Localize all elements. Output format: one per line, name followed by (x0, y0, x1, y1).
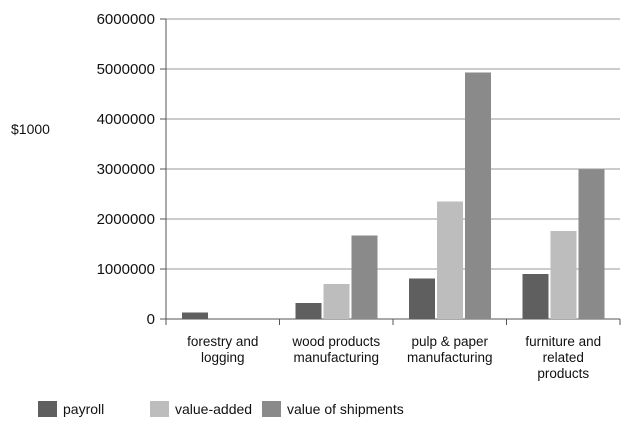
x-tick-label: products (537, 366, 589, 381)
bar-payroll (295, 303, 322, 319)
x-tick-label: manufacturing (293, 350, 379, 365)
x-tick-label: pulp & paper (411, 334, 488, 349)
legend-label: value of shipments (287, 401, 404, 417)
x-tick-label: wood products (291, 334, 380, 349)
y-tick-label: 0 (147, 311, 155, 328)
x-tick-label: logging (201, 350, 245, 365)
y-tick-label: 2000000 (97, 211, 155, 228)
gridlines (166, 18, 620, 270)
bar-value-added (323, 284, 350, 319)
legend-swatch (262, 401, 281, 417)
y-axis-label: $1000 (11, 121, 50, 137)
y-tick-label: 5000000 (97, 61, 155, 78)
bar-value-added (550, 231, 577, 319)
legend-swatch (150, 401, 169, 417)
y-tick-labels: 0 1000000 2000000 3000000 4000000 5000000 6000… (97, 11, 155, 328)
legend: payroll value-added value of shipments (38, 401, 404, 417)
y-tick-label: 4000000 (97, 111, 155, 128)
bar-value-of-shipments (465, 72, 491, 319)
legend-label: value-added (175, 401, 252, 417)
x-tick-label: manufacturing (407, 350, 493, 365)
y-tick-label: 1000000 (97, 261, 155, 278)
legend-label: payroll (63, 401, 104, 417)
x-tick-label: forestry and (187, 334, 258, 349)
x-tick-label: furniture and (525, 334, 601, 349)
bar-payroll (409, 278, 435, 319)
legend-swatch (38, 401, 57, 417)
y-tick-label: 3000000 (97, 161, 155, 178)
x-tick-label: related (543, 350, 584, 365)
bar-value-added (437, 201, 463, 319)
bars (182, 72, 605, 319)
bar-value-of-shipments (351, 235, 378, 319)
bar-payroll (522, 274, 549, 319)
bar-payroll (182, 312, 208, 319)
y-tick-label: 6000000 (97, 11, 155, 28)
bar-value-of-shipments (578, 169, 605, 319)
